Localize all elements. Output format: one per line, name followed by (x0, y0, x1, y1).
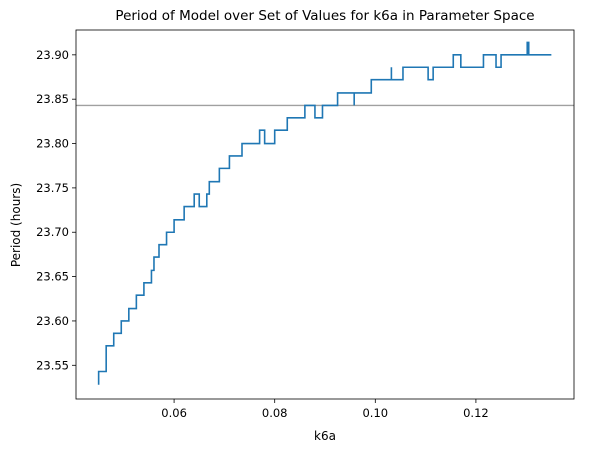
plot-area-frame (76, 30, 574, 399)
series-line (99, 42, 552, 384)
y-tick-label: 23.90 (36, 48, 69, 62)
y-tick-label: 23.60 (36, 314, 69, 328)
chart-title: Period of Model over Set of Values for k… (115, 8, 534, 24)
y-tick-label: 23.85 (36, 92, 69, 106)
x-axis-ticks: 0.06 0.08 0.10 0.12 (161, 399, 488, 420)
x-axis-label: k6a (314, 429, 336, 443)
y-axis-label: Period (hours) (9, 183, 23, 267)
y-tick-label: 23.70 (36, 225, 69, 239)
y-axis-ticks: 23.55 23.60 23.65 23.70 23.75 23.80 23.85 23.90 (36, 48, 76, 372)
y-tick-label: 23.55 (36, 358, 69, 372)
y-tick-label: 23.75 (36, 181, 69, 195)
x-tick-label: 0.10 (362, 406, 388, 420)
y-tick-label: 23.80 (36, 137, 69, 151)
y-tick-label: 23.65 (36, 270, 69, 284)
x-tick-label: 0.08 (262, 406, 288, 420)
x-tick-label: 0.06 (161, 406, 187, 420)
x-tick-label: 0.12 (463, 406, 489, 420)
